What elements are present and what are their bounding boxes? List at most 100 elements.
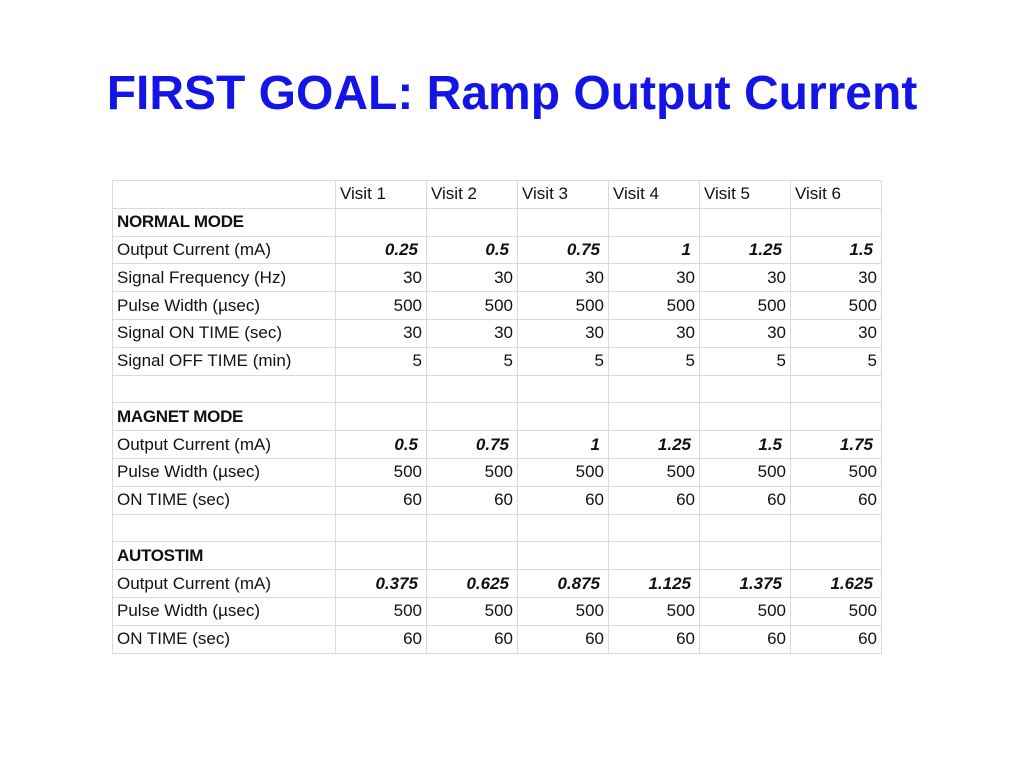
row-label: Pulse Width (µsec) <box>112 291 336 320</box>
value-cell: 1.25 <box>608 430 700 459</box>
value-cell: 30 <box>608 318 700 348</box>
value-cell: 30 <box>790 318 882 348</box>
data-row: Output Current (mA) 0.25 0.5 0.75 1 1.25 1.5 <box>112 235 882 265</box>
row-label: Output Current (mA) <box>112 569 336 598</box>
data-row: Output Current (mA) 0.375 0.625 0.875 1.125 1… <box>112 569 882 598</box>
empty-cell <box>608 374 700 404</box>
section-row: MAGNET MODE <box>112 402 882 432</box>
value-cell: 0.25 <box>335 235 427 265</box>
value-cell: 60 <box>517 624 609 654</box>
empty-cell <box>517 513 609 543</box>
value-cell: 1 <box>608 235 700 265</box>
row-label: ON TIME (sec) <box>112 485 336 515</box>
row-label: Signal Frequency (Hz) <box>112 263 336 293</box>
column-header: Visit 5 <box>699 180 791 209</box>
value-cell: 30 <box>426 263 518 293</box>
section-row: NORMAL MODE <box>112 207 882 237</box>
row-label: Output Current (mA) <box>112 235 336 265</box>
value-cell: 60 <box>790 485 882 515</box>
row-label: Pulse Width (µsec) <box>112 596 336 626</box>
value-cell: 500 <box>517 291 609 320</box>
empty-cell <box>112 513 336 543</box>
value-cell: 500 <box>335 457 427 487</box>
value-cell: 500 <box>608 457 700 487</box>
data-row: Signal Frequency (Hz) 30 30 30 30 30 30 <box>112 263 882 293</box>
empty-cell <box>699 402 791 432</box>
value-cell: 500 <box>426 596 518 626</box>
value-cell: 500 <box>608 291 700 320</box>
value-cell: 5 <box>790 346 882 376</box>
row-label: Pulse Width (µsec) <box>112 457 336 487</box>
value-cell: 60 <box>699 485 791 515</box>
data-row: Signal OFF TIME (min) 5 5 5 5 5 5 <box>112 346 882 376</box>
value-cell: 60 <box>608 485 700 515</box>
section-name: MAGNET MODE <box>112 402 336 432</box>
column-header: Visit 4 <box>608 180 700 209</box>
empty-cell <box>517 207 609 237</box>
value-cell: 60 <box>608 624 700 654</box>
value-cell: 500 <box>335 291 427 320</box>
value-cell: 60 <box>517 485 609 515</box>
value-cell: 30 <box>335 318 427 348</box>
value-cell: 60 <box>426 624 518 654</box>
data-row: Signal ON TIME (sec) 30 30 30 30 30 30 <box>112 318 882 348</box>
empty-cell <box>335 374 427 404</box>
spacer-row <box>112 374 882 404</box>
value-cell: 500 <box>517 457 609 487</box>
corner-cell <box>112 180 336 209</box>
value-cell: 500 <box>790 596 882 626</box>
empty-cell <box>790 207 882 237</box>
value-cell: 0.625 <box>426 569 518 598</box>
value-cell: 1.5 <box>790 235 882 265</box>
value-cell: 30 <box>790 263 882 293</box>
value-cell: 5 <box>517 346 609 376</box>
value-cell: 60 <box>790 624 882 654</box>
header-row: Visit 1 Visit 2 Visit 3 Visit 4 Visit 5 Visit… <box>112 180 882 209</box>
row-label: Signal ON TIME (sec) <box>112 318 336 348</box>
row-label: Signal OFF TIME (min) <box>112 346 336 376</box>
value-cell: 0.5 <box>335 430 427 459</box>
column-header: Visit 1 <box>335 180 427 209</box>
empty-cell <box>426 541 518 571</box>
empty-cell <box>608 541 700 571</box>
empty-cell <box>426 513 518 543</box>
value-cell: 0.375 <box>335 569 427 598</box>
value-cell: 5 <box>426 346 518 376</box>
empty-cell <box>608 207 700 237</box>
data-row: ON TIME (sec) 60 60 60 60 60 60 <box>112 624 882 654</box>
value-cell: 0.75 <box>426 430 518 459</box>
value-cell: 0.5 <box>426 235 518 265</box>
value-cell: 500 <box>517 596 609 626</box>
value-cell: 30 <box>517 318 609 348</box>
value-cell: 500 <box>335 596 427 626</box>
empty-cell <box>335 207 427 237</box>
value-cell: 30 <box>699 263 791 293</box>
value-cell: 1.25 <box>699 235 791 265</box>
value-cell: 30 <box>608 263 700 293</box>
value-cell: 1.625 <box>790 569 882 598</box>
row-label: ON TIME (sec) <box>112 624 336 654</box>
value-cell: 30 <box>426 318 518 348</box>
value-cell: 500 <box>699 596 791 626</box>
value-cell: 1 <box>517 430 609 459</box>
empty-cell <box>699 541 791 571</box>
column-header: Visit 2 <box>426 180 518 209</box>
empty-cell <box>790 374 882 404</box>
section-name: AUTOSTIM <box>112 541 336 571</box>
value-cell: 500 <box>699 457 791 487</box>
slide-title: FIRST GOAL: Ramp Output Current <box>106 67 918 120</box>
section-row: AUTOSTIM <box>112 541 882 571</box>
row-label: Output Current (mA) <box>112 430 336 459</box>
value-cell: 500 <box>608 596 700 626</box>
value-cell: 1.375 <box>699 569 791 598</box>
data-row: Pulse Width (µsec) 500 500 500 500 500 500 <box>112 457 882 487</box>
value-cell: 60 <box>335 485 427 515</box>
value-cell: 500 <box>426 457 518 487</box>
empty-cell <box>608 402 700 432</box>
empty-cell <box>426 207 518 237</box>
empty-cell <box>608 513 700 543</box>
column-header: Visit 6 <box>790 180 882 209</box>
value-cell: 5 <box>608 346 700 376</box>
value-cell: 30 <box>335 263 427 293</box>
